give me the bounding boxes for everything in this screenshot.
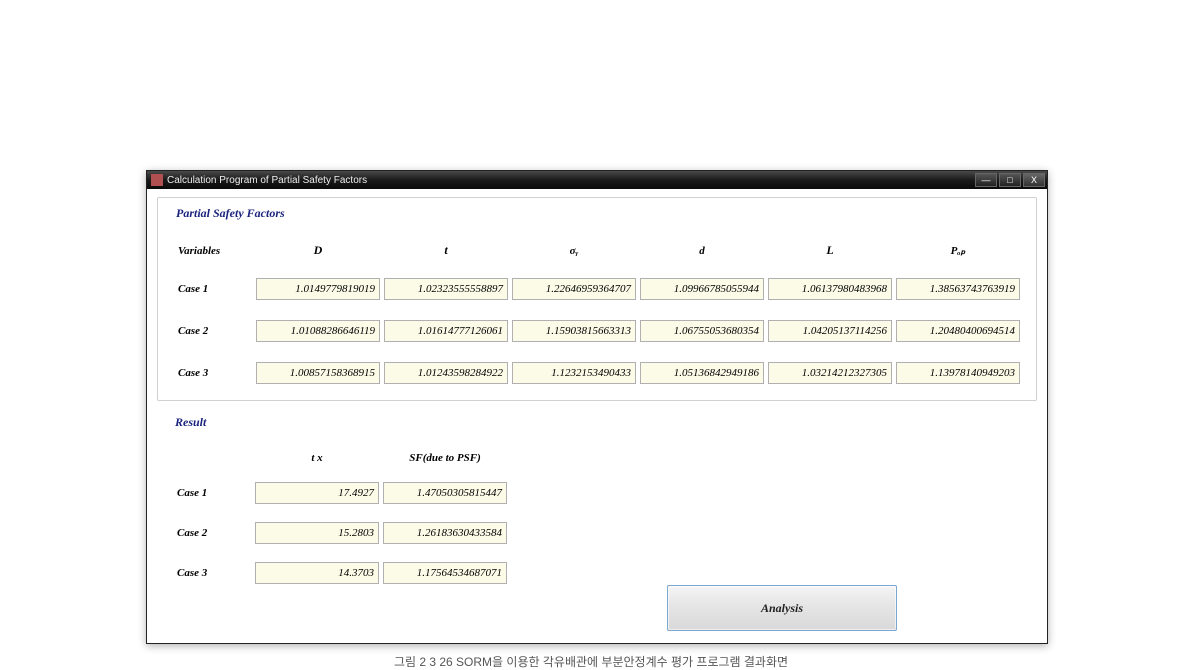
header-sf: SF(due to PSF) <box>383 452 507 464</box>
psf-cell-d: 1.09966785055944 <box>640 278 764 300</box>
window-controls: — □ X <box>975 173 1045 187</box>
psf-row-label: Case 2 <box>176 325 252 337</box>
result-groupbox: Result t x SF(due to PSF) Case 1 17.4927… <box>157 409 1037 600</box>
result-row-label: Case 2 <box>175 527 251 539</box>
result-cell-tx: 17.4927 <box>255 482 379 504</box>
psf-row-label: Case 3 <box>176 367 252 379</box>
psf-cell-d: 1.05136842949186 <box>640 362 764 384</box>
result-grid: t x SF(due to PSF) Case 1 17.4927 1.4705… <box>175 452 1025 584</box>
psf-cell-t: 1.02323555558897 <box>384 278 508 300</box>
maximize-button[interactable]: □ <box>999 173 1021 187</box>
psf-group-title: Partial Safety Factors <box>176 206 1024 221</box>
psf-cell-d: 1.06755053680354 <box>640 320 764 342</box>
minimize-button[interactable]: — <box>975 173 997 187</box>
psf-cell-t: 1.01614777126061 <box>384 320 508 342</box>
result-group-title: Result <box>175 415 1025 430</box>
psf-cell-sigma-y: 1.1232153490433 <box>512 362 636 384</box>
psf-cell-D: 1.0149779819019 <box>256 278 380 300</box>
header-sigma-y: σᵧ <box>512 245 636 257</box>
header-D: D <box>256 243 380 258</box>
psf-cell-sigma-y: 1.22646959364707 <box>512 278 636 300</box>
result-row-label: Case 3 <box>175 567 251 579</box>
header-variables: Variables <box>176 245 252 257</box>
close-button[interactable]: X <box>1023 173 1045 187</box>
figure-caption: 그림 2 3 26 SORM을 이용한 각유배관에 부분안정계수 평가 프로그램… <box>176 653 1006 670</box>
header-tx: t x <box>255 452 379 464</box>
psf-cell-D: 1.00857158368915 <box>256 362 380 384</box>
psf-cell-L: 1.06137980483968 <box>768 278 892 300</box>
app-icon <box>151 174 163 186</box>
analysis-button[interactable]: Analysis <box>667 585 897 631</box>
psf-cell-Pop: 1.20480400694514 <box>896 320 1020 342</box>
psf-cell-Pop: 1.13978140949203 <box>896 362 1020 384</box>
psf-grid: Variables D t σᵧ d L Pₒₚ Case 1 1.014977… <box>176 243 1024 384</box>
psf-cell-Pop: 1.38563743763919 <box>896 278 1020 300</box>
psf-row-label: Case 1 <box>176 283 252 295</box>
header-L: L <box>768 243 892 258</box>
header-Pop: Pₒₚ <box>896 244 1020 257</box>
psf-cell-sigma-y: 1.15903815663313 <box>512 320 636 342</box>
header-d: d <box>640 245 764 257</box>
result-cell-sf: 1.17564534687071 <box>383 562 507 584</box>
psf-cell-t: 1.01243598284922 <box>384 362 508 384</box>
psf-cell-L: 1.04205137114256 <box>768 320 892 342</box>
psf-groupbox: Partial Safety Factors Variables D t σᵧ … <box>157 197 1037 401</box>
window-title: Calculation Program of Partial Safety Fa… <box>167 175 367 186</box>
titlebar: Calculation Program of Partial Safety Fa… <box>147 171 1047 189</box>
psf-cell-L: 1.03214212327305 <box>768 362 892 384</box>
titlebar-left: Calculation Program of Partial Safety Fa… <box>149 174 367 186</box>
psf-cell-D: 1.01088286646119 <box>256 320 380 342</box>
result-row-label: Case 1 <box>175 487 251 499</box>
client-area: Partial Safety Factors Variables D t σᵧ … <box>147 189 1047 643</box>
header-t: t <box>384 243 508 258</box>
result-cell-tx: 14.3703 <box>255 562 379 584</box>
app-window: Calculation Program of Partial Safety Fa… <box>146 170 1048 644</box>
result-cell-tx: 15.2803 <box>255 522 379 544</box>
result-cell-sf: 1.26183630433584 <box>383 522 507 544</box>
result-cell-sf: 1.47050305815447 <box>383 482 507 504</box>
